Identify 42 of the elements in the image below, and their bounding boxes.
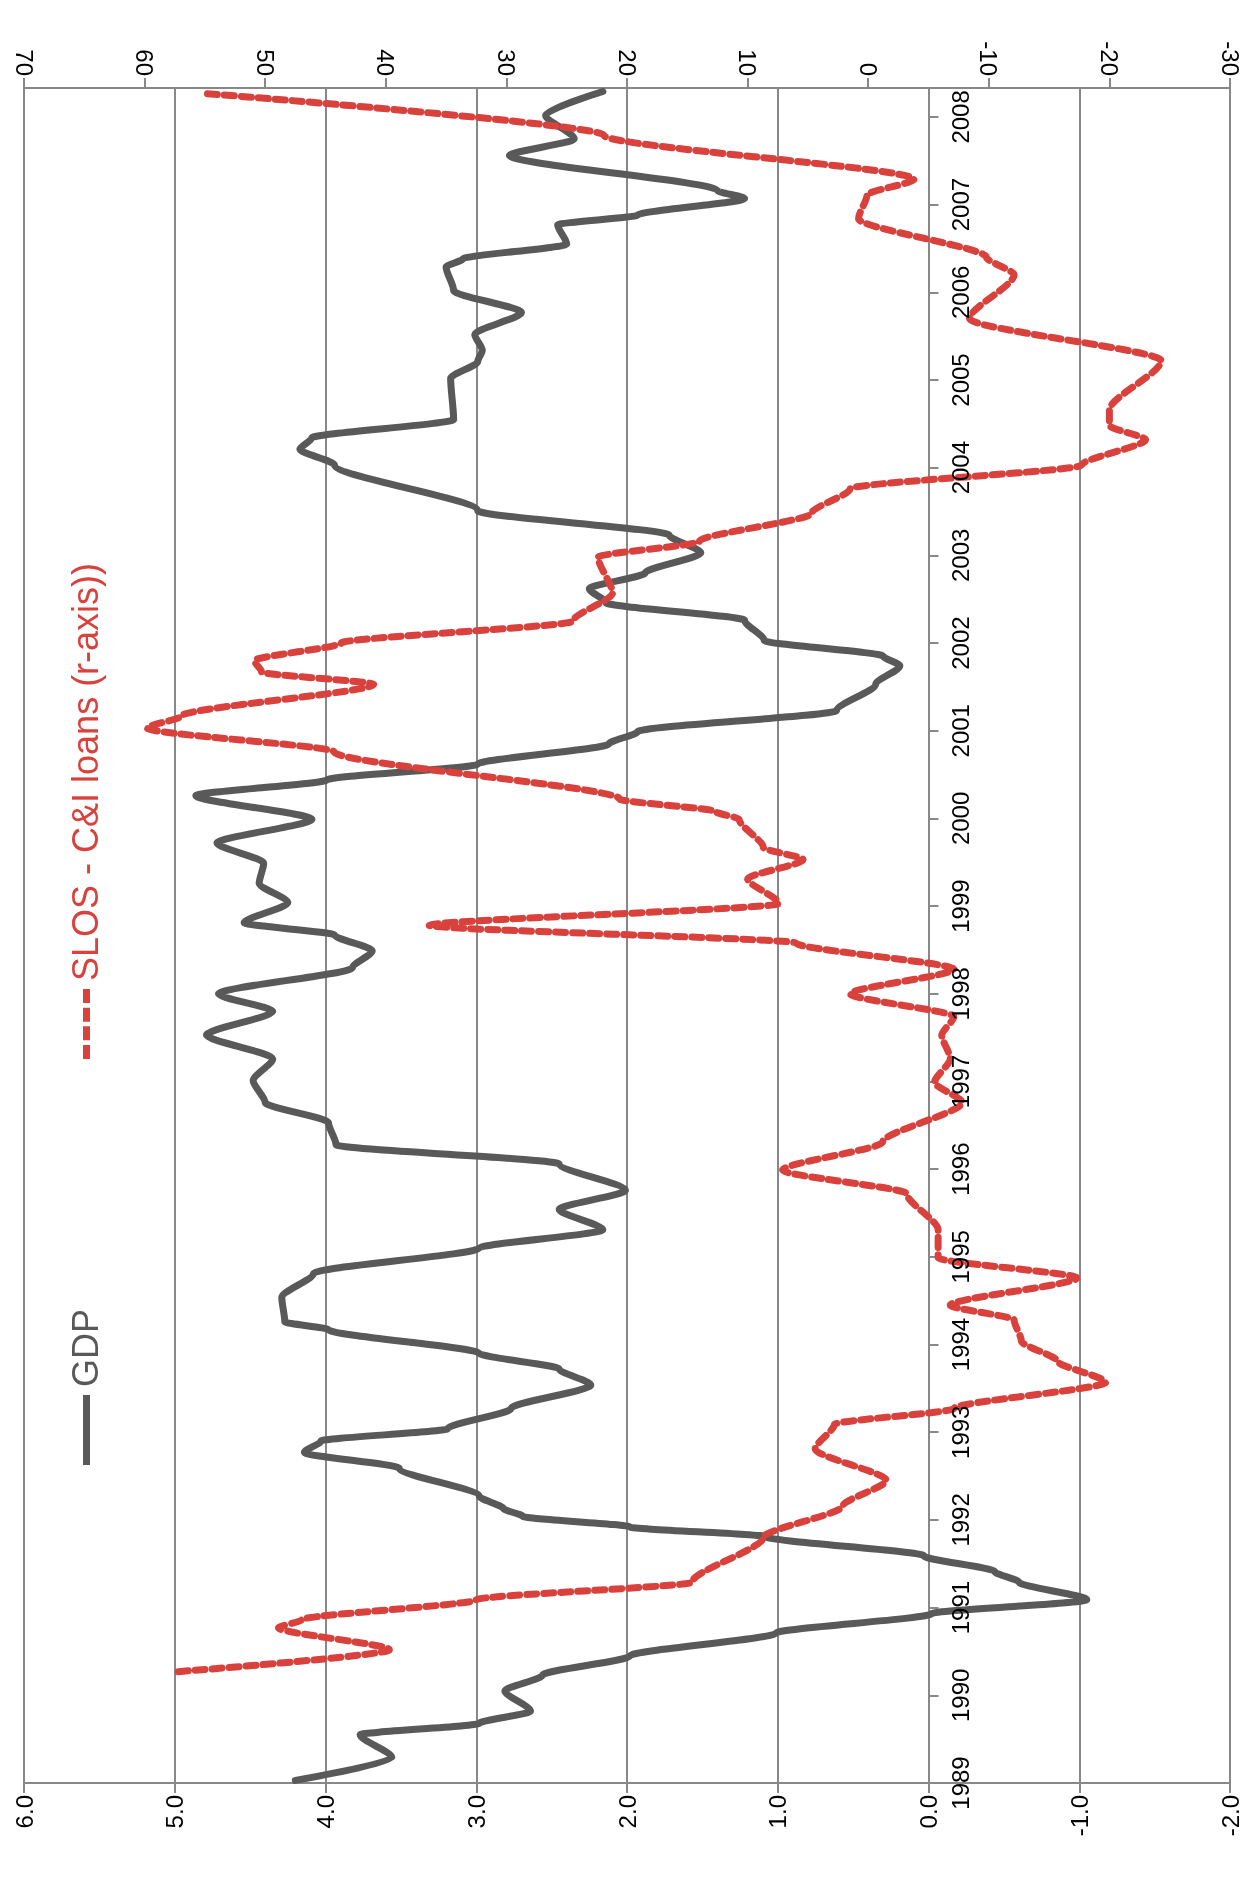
x-tick-label: 2.0 [613, 1795, 641, 1829]
y-tick-label: 2004 [947, 440, 974, 495]
y-tick-label: 2007 [947, 177, 974, 232]
y-tick-label: 2008 [947, 90, 974, 144]
x-tick-label: 5.0 [161, 1795, 189, 1829]
x2-tick-label: 50 [251, 49, 279, 76]
x-tick-label: 0.0 [915, 1795, 942, 1829]
y-tick-label: 2006 [947, 265, 974, 320]
text: SLOS - C&I loans (r-axis)) [65, 562, 107, 981]
x2-tick-label: 0 [854, 62, 882, 76]
y-tick-label: 1997 [947, 1054, 974, 1109]
y-tick-label: 1989 [947, 1756, 974, 1810]
y-tick-label: 2003 [947, 528, 974, 583]
x-tick-label: -1.0 [1065, 1795, 1093, 1837]
y-tick-label: 1996 [947, 1142, 974, 1196]
y-tick-label: 1995 [947, 1230, 974, 1284]
x-tick-label: 1.0 [764, 1795, 792, 1829]
y-tick-label: 1990 [947, 1668, 974, 1723]
x2-tick-label: -10 [975, 41, 1003, 76]
y-tick-label: 2002 [947, 616, 974, 670]
y-tick-label: 2001 [947, 704, 974, 758]
x-tick-label: 4.0 [312, 1795, 339, 1829]
x2-tick-label: -20 [1095, 41, 1123, 76]
x-tick-label: 3.0 [462, 1795, 490, 1829]
x2-tick-label: -30 [1216, 41, 1244, 76]
y-tick-label: 2005 [947, 353, 974, 407]
y-tick-label: 1991 [947, 1580, 974, 1635]
y-tick-label: 1994 [947, 1317, 974, 1372]
y-tick-label: 1993 [947, 1405, 974, 1459]
y-tick-label: 1992 [947, 1493, 974, 1547]
x2-tick-label: 30 [492, 49, 520, 76]
x-tick-label: -2.0 [1216, 1795, 1244, 1837]
y-tick-label: 1998 [947, 967, 974, 1021]
y-tick-label: 1999 [947, 879, 974, 933]
x-tick-label: 6.0 [10, 1795, 38, 1829]
text: GDP [65, 1308, 107, 1387]
x2-tick-label: 70 [10, 49, 38, 76]
x2-tick-label: 10 [734, 49, 762, 76]
y-tick-label: 2000 [947, 791, 974, 846]
x2-tick-label: 60 [131, 49, 159, 76]
x2-tick-label: 20 [613, 49, 641, 76]
x2-tick-label: 40 [372, 49, 400, 76]
